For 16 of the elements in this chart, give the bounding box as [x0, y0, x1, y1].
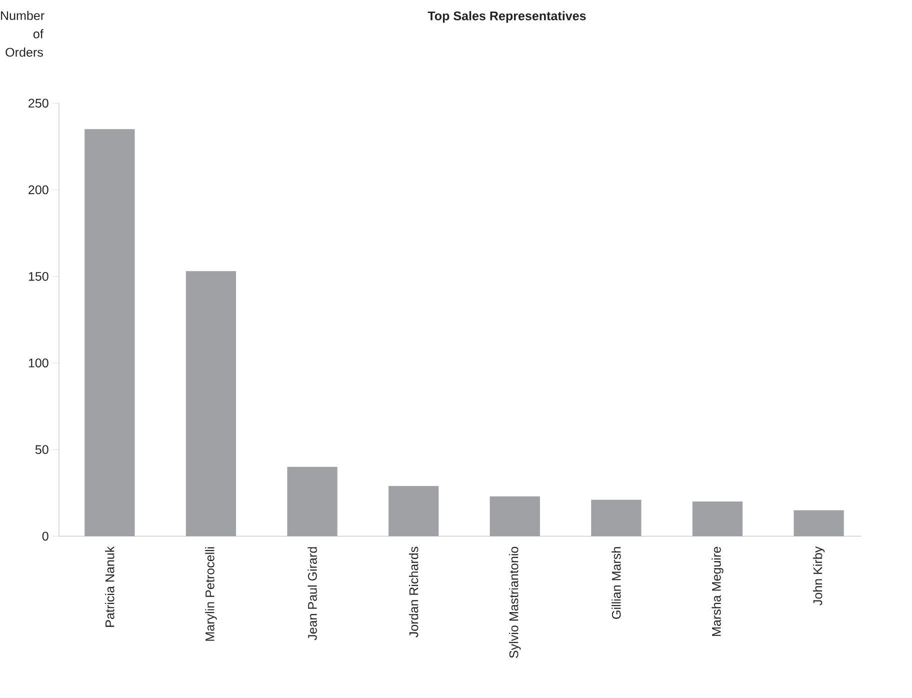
x-tick-label: Sylvio Mastriantonio — [509, 546, 521, 658]
y-tick-label: 0 — [42, 532, 48, 541]
x-tick-label: Gillian Marsh — [612, 547, 621, 619]
y-tick-label: 150 — [28, 272, 48, 281]
x-tick-label: Patricia Nanuk — [105, 546, 114, 627]
x-tick-label: John Kirby — [812, 546, 825, 606]
x-tick-label: Jordan Richards — [408, 546, 418, 638]
y-tick-label: 100 — [28, 358, 48, 368]
y-tick-label: 50 — [35, 445, 48, 454]
x-tick-label: Marylin Petrocelli — [205, 547, 217, 641]
x-tick-label: Marsha Meguire — [712, 546, 724, 636]
y-tick-label: 200 — [28, 185, 48, 194]
y-axis-title: Number of Orders — [1, 10, 44, 57]
chart-title: Top Sales Representatives — [428, 11, 586, 23]
y-tick-label: 250 — [28, 98, 48, 108]
x-tick-label: Jean Paul Girard — [308, 547, 317, 640]
